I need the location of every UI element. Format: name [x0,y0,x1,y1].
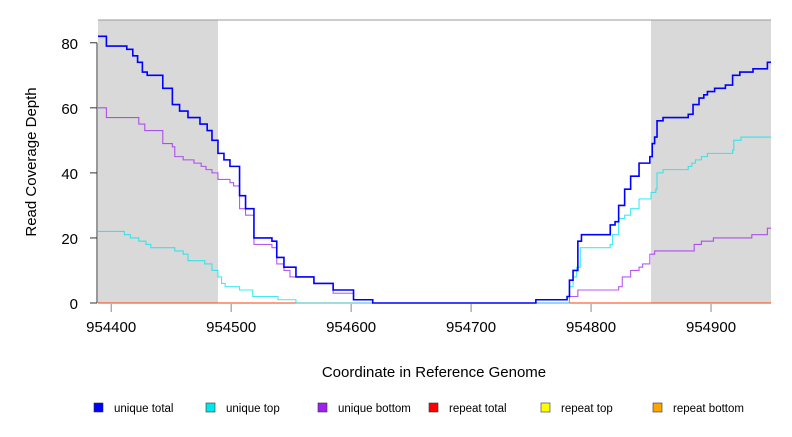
legend-swatch-unique-total [93,402,104,413]
y-tick-label: 80 [61,36,78,53]
legend-swatch-repeat-total [428,402,439,413]
legend-label: unique bottom [338,403,411,415]
y-tick-label: 60 [61,101,78,118]
legend-label: repeat total [449,403,507,415]
shaded-regions [98,20,771,303]
legend-swatch-unique-bottom [317,402,328,413]
legend-swatch-unique-top [205,402,216,413]
y-tick-label: 40 [61,166,78,183]
y-tick-label: 20 [61,231,78,248]
legend: unique total unique top unique bottom repea… [93,402,744,415]
x-tick-label: 954400 [86,319,136,336]
shaded-region [98,20,218,303]
legend-swatch-repeat-top [540,402,551,413]
x-tick-label: 954600 [326,319,376,336]
y-tick-label: 0 [70,296,78,313]
x-tick-label: 954700 [446,319,496,336]
series-unique-top [98,136,771,304]
x-tick-label: 954800 [566,319,616,336]
shaded-region [651,20,771,303]
series-unique-total [98,35,771,304]
legend-label: repeat bottom [673,403,744,415]
y-axis: 0 20 40 60 80 [61,36,98,313]
legend-label: unique top [226,403,280,415]
series-lines [98,35,771,304]
x-axis-label: Coordinate in Reference Genome [322,364,546,381]
legend-swatch-repeat-bottom [652,402,663,413]
legend-label: repeat top [561,403,613,415]
legend-label: unique total [114,403,173,415]
x-tick-label: 954500 [206,319,256,336]
y-axis-label: Read Coverage Depth [23,87,40,236]
x-tick-label: 954900 [686,319,736,336]
x-axis: 954400 954500 954600 954700 954800 954900 [86,304,736,336]
